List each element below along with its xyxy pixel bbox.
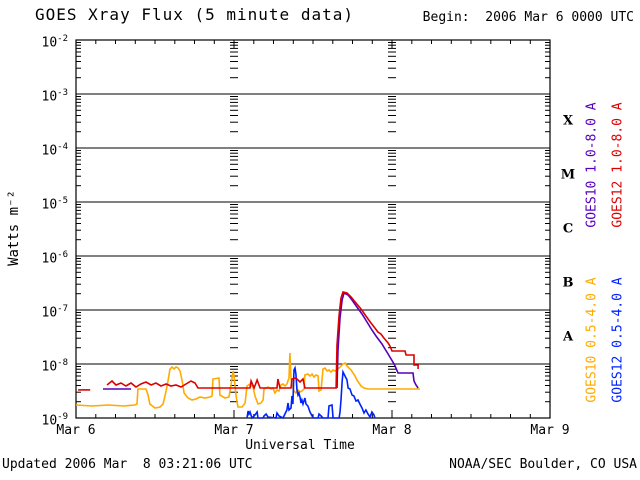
legend-entry: GOES10 1.0-8.0 A (584, 102, 600, 228)
series-line (246, 365, 376, 420)
begin-time-label: Begin: 2006 Mar 6 0000 UTC (422, 10, 634, 25)
updated-timestamp: Updated 2006 Mar 8 03:21:06 UTC (2, 457, 253, 472)
legend-entry: GOES12 0.5-4.0 A (610, 277, 626, 403)
legend-entry: GOES10 0.5-4.0 A (584, 277, 600, 403)
y-tick-label: 10-3 (41, 88, 69, 105)
flare-class-letter: C (562, 221, 574, 237)
page-title: GOES Xray Flux (5 minute data) (35, 5, 354, 24)
series-line (106, 291, 419, 391)
y-tick-label: 10-9 (41, 412, 69, 429)
flare-class-letter: A (562, 329, 574, 345)
x-tick-label: Mar 6 (56, 423, 96, 438)
x-tick-label: Mar 8 (372, 423, 412, 438)
flare-class-letter: M (560, 167, 576, 183)
y-axis-label: Watts m⁻² (6, 190, 22, 266)
y-tick-label: 10-6 (41, 250, 69, 267)
x-tick-label: Mar 9 (530, 423, 570, 438)
y-tick-label: 10-8 (41, 358, 69, 375)
x-axis-label: Universal Time (245, 438, 355, 453)
flare-class-letter: X (562, 113, 574, 129)
y-tick-label: 10-2 (41, 34, 69, 51)
legend-entry: GOES12 1.0-8.0 A (610, 102, 626, 228)
series-line (336, 291, 419, 389)
y-tick-label: 10-4 (41, 142, 69, 159)
source-credit: NOAA/SEC Boulder, CO USA (449, 457, 637, 472)
y-tick-label: 10-5 (41, 196, 69, 213)
series-line (75, 352, 420, 409)
y-tick-label: 10-7 (41, 304, 69, 321)
x-tick-label: Mar 7 (214, 423, 254, 438)
flare-class-letter: B (562, 275, 574, 291)
